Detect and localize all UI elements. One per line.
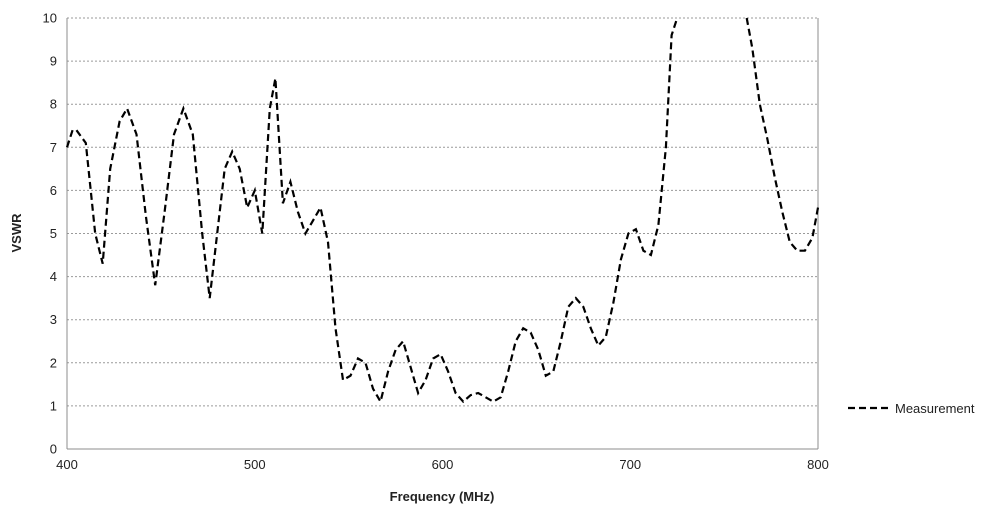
x-tick-label: 800 bbox=[807, 457, 829, 472]
y-tick-label: 4 bbox=[50, 269, 57, 284]
y-tick-label: 3 bbox=[50, 312, 57, 327]
y-tick-label: 8 bbox=[50, 97, 57, 112]
y-tick-labels: 0 1 2 3 4 5 6 7 8 9 10 bbox=[43, 11, 57, 457]
series-line-measurement bbox=[65, 17, 820, 405]
y-tick-label: 10 bbox=[43, 11, 57, 26]
y-axis-title: VSWR bbox=[9, 213, 24, 253]
y-tick-label: 6 bbox=[50, 183, 57, 198]
x-tick-label: 700 bbox=[619, 457, 641, 472]
x-tick-labels: 400 500 600 700 800 bbox=[56, 457, 829, 472]
y-tick-label: 7 bbox=[50, 140, 57, 155]
y-tick-label: 2 bbox=[50, 355, 57, 370]
legend: Measurement bbox=[848, 401, 975, 416]
x-tick-label: 400 bbox=[56, 457, 78, 472]
x-axis-title: Frequency (MHz) bbox=[390, 489, 495, 504]
legend-label-measurement: Measurement bbox=[895, 401, 975, 416]
y-tick-label: 0 bbox=[50, 442, 57, 457]
x-tick-label: 600 bbox=[432, 457, 454, 472]
x-tick-label: 500 bbox=[244, 457, 266, 472]
axes bbox=[66, 18, 819, 450]
y-tick-label: 5 bbox=[50, 226, 57, 241]
y-tick-label: 9 bbox=[50, 54, 57, 69]
y-tick-label: 1 bbox=[50, 398, 57, 413]
gridlines bbox=[67, 17, 818, 407]
